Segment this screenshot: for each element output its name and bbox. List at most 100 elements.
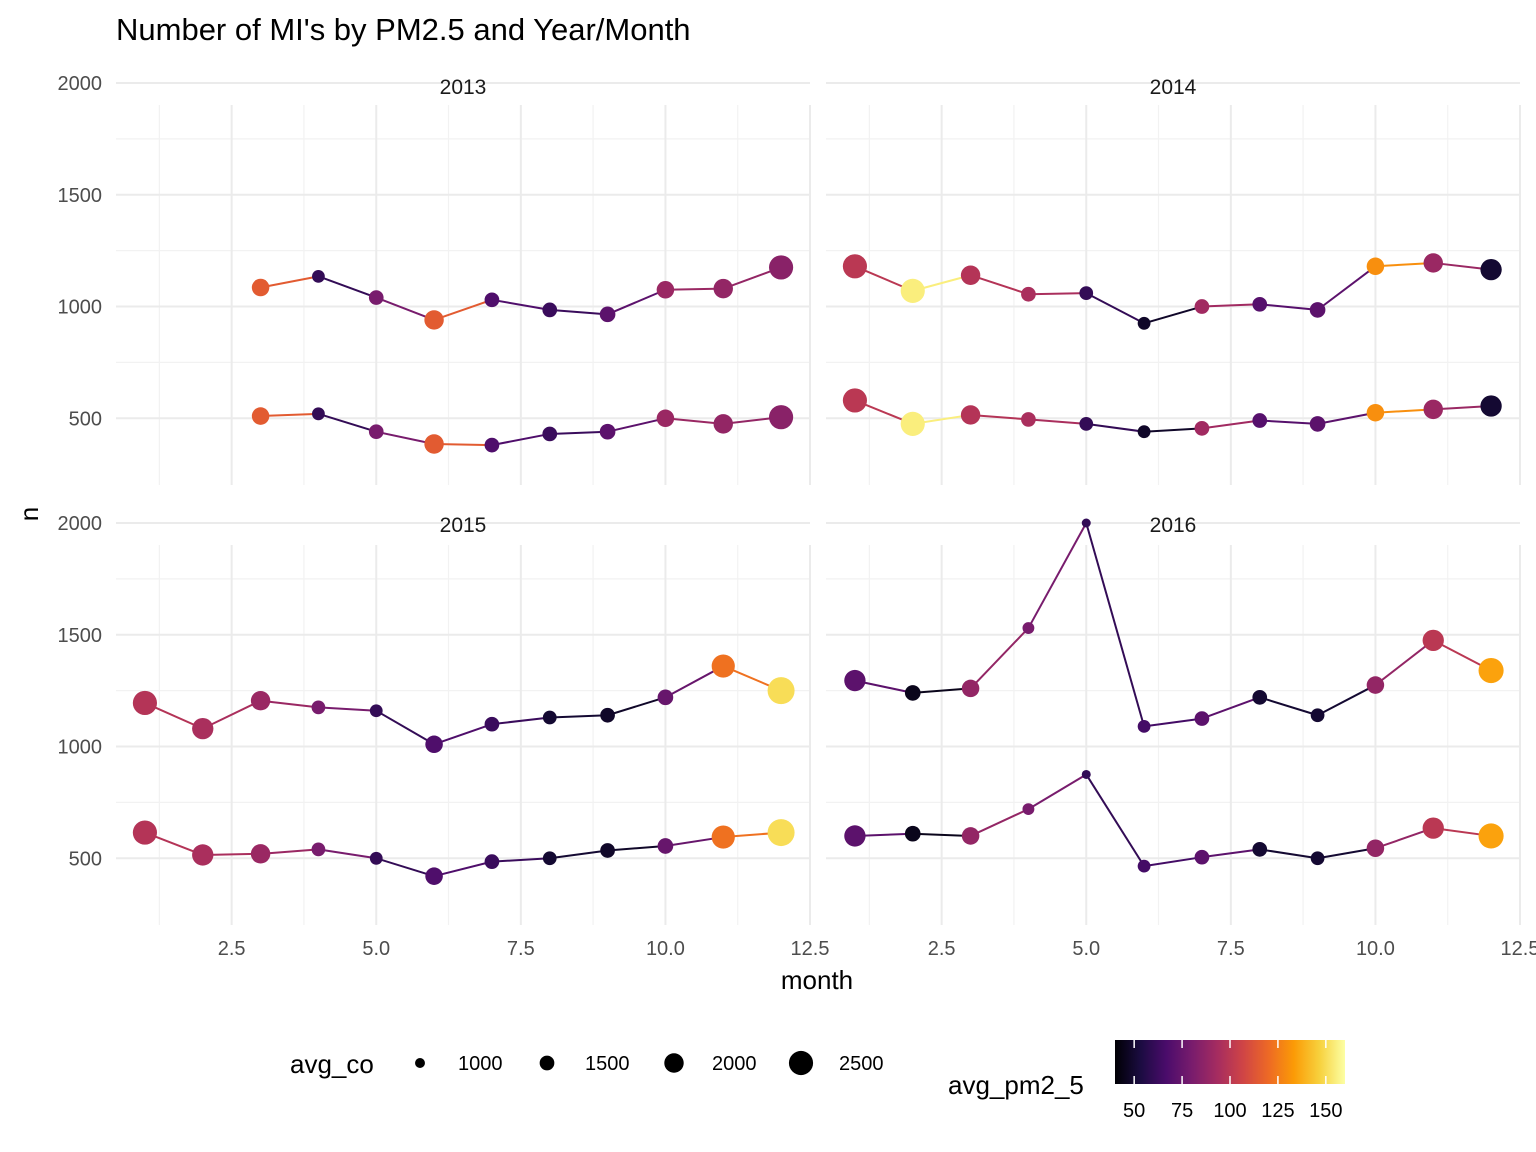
data-point <box>1252 842 1268 857</box>
series-line-segment <box>491 857 550 863</box>
series-upper <box>842 253 1502 330</box>
x-axis-title: month <box>781 965 853 995</box>
data-point <box>711 654 735 678</box>
facet-panel-2016: 2016 2.5 5.0 7.5 10.0 12.5 <box>826 514 1536 960</box>
data-point <box>1022 622 1035 634</box>
data-point <box>1137 720 1151 733</box>
data-point <box>424 310 444 330</box>
y-tick-label: 1000 <box>58 737 103 759</box>
series-line-segment <box>1259 419 1318 425</box>
series-line-segment <box>1143 717 1203 728</box>
series-line-segment <box>607 696 666 717</box>
data-point <box>424 434 444 454</box>
series-line-segment <box>1316 265 1377 311</box>
color-legend-label: 50 <box>1123 1100 1145 1122</box>
color-legend-title: avg_pm2_5 <box>948 1070 1084 1100</box>
data-point <box>1252 413 1268 428</box>
facet-strip-label: 2014 <box>1150 76 1197 99</box>
x-tick-label: 10.0 <box>1356 938 1395 960</box>
series-line-segment <box>375 709 435 746</box>
data-point <box>1480 258 1502 281</box>
series-line-segment <box>1085 292 1145 325</box>
series-line-segment <box>549 849 608 860</box>
series-line-segment <box>1028 292 1087 296</box>
data-point <box>900 278 925 303</box>
series-lower <box>251 405 794 454</box>
facet-strip-label: 2016 <box>1150 514 1197 537</box>
series-line-segment <box>912 832 971 837</box>
data-point <box>656 409 675 428</box>
data-point <box>311 842 326 857</box>
facet-strip-label: 2015 <box>440 514 487 537</box>
x-tick-label: 12.5 <box>791 938 830 960</box>
data-point <box>1081 769 1091 779</box>
x-tick-label: 7.5 <box>507 938 535 960</box>
series-line-segment <box>1201 419 1260 430</box>
data-point <box>599 306 616 323</box>
series-line-segment <box>549 308 608 316</box>
data-point <box>1422 817 1444 839</box>
data-point <box>132 690 157 716</box>
series-line-segment <box>491 432 550 447</box>
data-point <box>1478 823 1504 849</box>
series-line-segment <box>970 808 1029 837</box>
data-point <box>251 407 270 425</box>
series-line-segment <box>1317 684 1376 717</box>
series-line-segment <box>1259 303 1318 311</box>
data-point <box>1079 417 1094 431</box>
data-point <box>711 825 735 849</box>
data-point <box>484 292 500 308</box>
series-line-segment <box>433 298 493 321</box>
data-point <box>960 405 981 425</box>
data-point <box>599 423 616 440</box>
series-line-segment <box>969 627 1030 690</box>
x-tick-label: 12.5 <box>1501 938 1536 960</box>
series-line-segment <box>260 275 319 289</box>
series-line-segment <box>202 699 262 730</box>
series-line-segment <box>607 288 666 316</box>
data-point <box>842 254 867 279</box>
y-tick-label: 2000 <box>58 73 103 95</box>
series-line-segment <box>433 723 493 746</box>
series-line-segment <box>1317 411 1376 425</box>
data-point <box>1422 629 1444 652</box>
data-point <box>425 867 443 885</box>
data-point <box>132 820 157 845</box>
data-point <box>900 411 925 436</box>
series-line-segment <box>1085 522 1146 727</box>
data-point <box>1366 257 1385 276</box>
data-point <box>1137 425 1151 439</box>
y-axis-title: n <box>14 507 44 521</box>
data-point <box>1081 518 1091 528</box>
x-tick-label: 5.0 <box>362 938 390 960</box>
size-legend-label: 2000 <box>712 1053 757 1075</box>
size-legend-key <box>788 1050 814 1076</box>
data-point <box>657 838 674 854</box>
series-line-segment <box>1201 303 1260 308</box>
series-line-segment <box>549 430 608 435</box>
data-point <box>1480 395 1502 417</box>
series-line-segment <box>1259 848 1318 860</box>
data-point <box>1310 708 1325 723</box>
data-point <box>192 844 214 866</box>
series-line-segment <box>491 298 550 311</box>
x-tick-label: 5.0 <box>1072 938 1100 960</box>
series-line-segment <box>318 275 377 299</box>
series-line-segment <box>912 687 971 694</box>
data-point <box>904 825 921 842</box>
data-point <box>769 255 794 280</box>
data-point <box>1366 403 1385 422</box>
data-point <box>1194 711 1210 726</box>
size-legend-key <box>539 1055 555 1071</box>
data-point <box>713 278 733 299</box>
size-legend-key <box>415 1058 425 1068</box>
series-line-segment <box>1143 856 1203 868</box>
x-tick-label: 7.5 <box>1217 938 1245 960</box>
color-legend-label: 75 <box>1171 1100 1193 1122</box>
data-point <box>1252 296 1268 312</box>
chart-title: Number of MI's by PM2.5 and Year/Month <box>116 12 691 47</box>
y-tick-label: 1500 <box>58 625 103 647</box>
data-point <box>961 827 980 845</box>
